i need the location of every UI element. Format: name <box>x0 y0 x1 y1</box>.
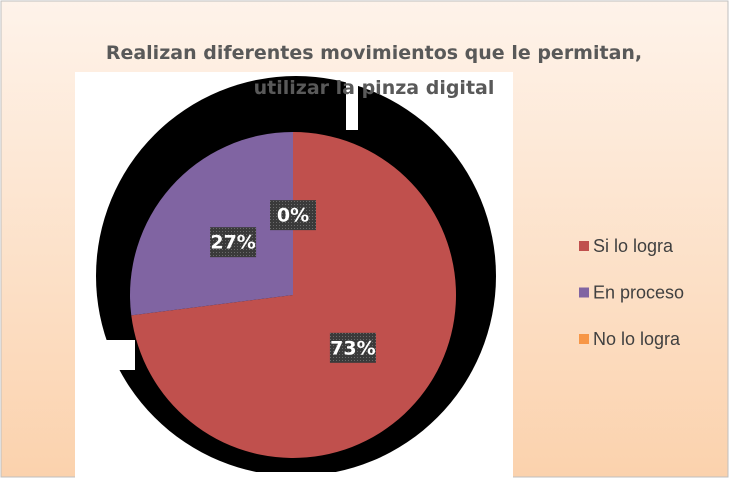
data-label: 73% <box>330 337 375 359</box>
shadow-gap <box>95 340 135 370</box>
data-label-box <box>270 200 316 231</box>
pie-slice <box>131 132 456 458</box>
legend-swatch <box>579 241 589 251</box>
chart-title: Realizan diferentes movimientos que le p… <box>105 42 643 99</box>
legend-label: En proceso <box>593 282 684 302</box>
data-label: 27% <box>210 232 255 254</box>
legend-label: No lo logra <box>593 329 681 349</box>
pie-slice <box>130 132 293 316</box>
data-label-box <box>329 332 376 363</box>
legend-swatch <box>579 334 589 344</box>
legend-label: Si lo logra <box>593 236 674 256</box>
legend-swatch <box>579 287 589 298</box>
data-label-box <box>210 227 257 258</box>
data-label: 0% <box>277 205 309 227</box>
shadow-gap <box>346 72 358 130</box>
